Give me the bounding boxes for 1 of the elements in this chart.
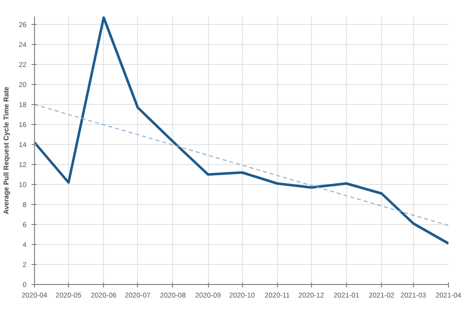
- line-series: [34, 16, 448, 245]
